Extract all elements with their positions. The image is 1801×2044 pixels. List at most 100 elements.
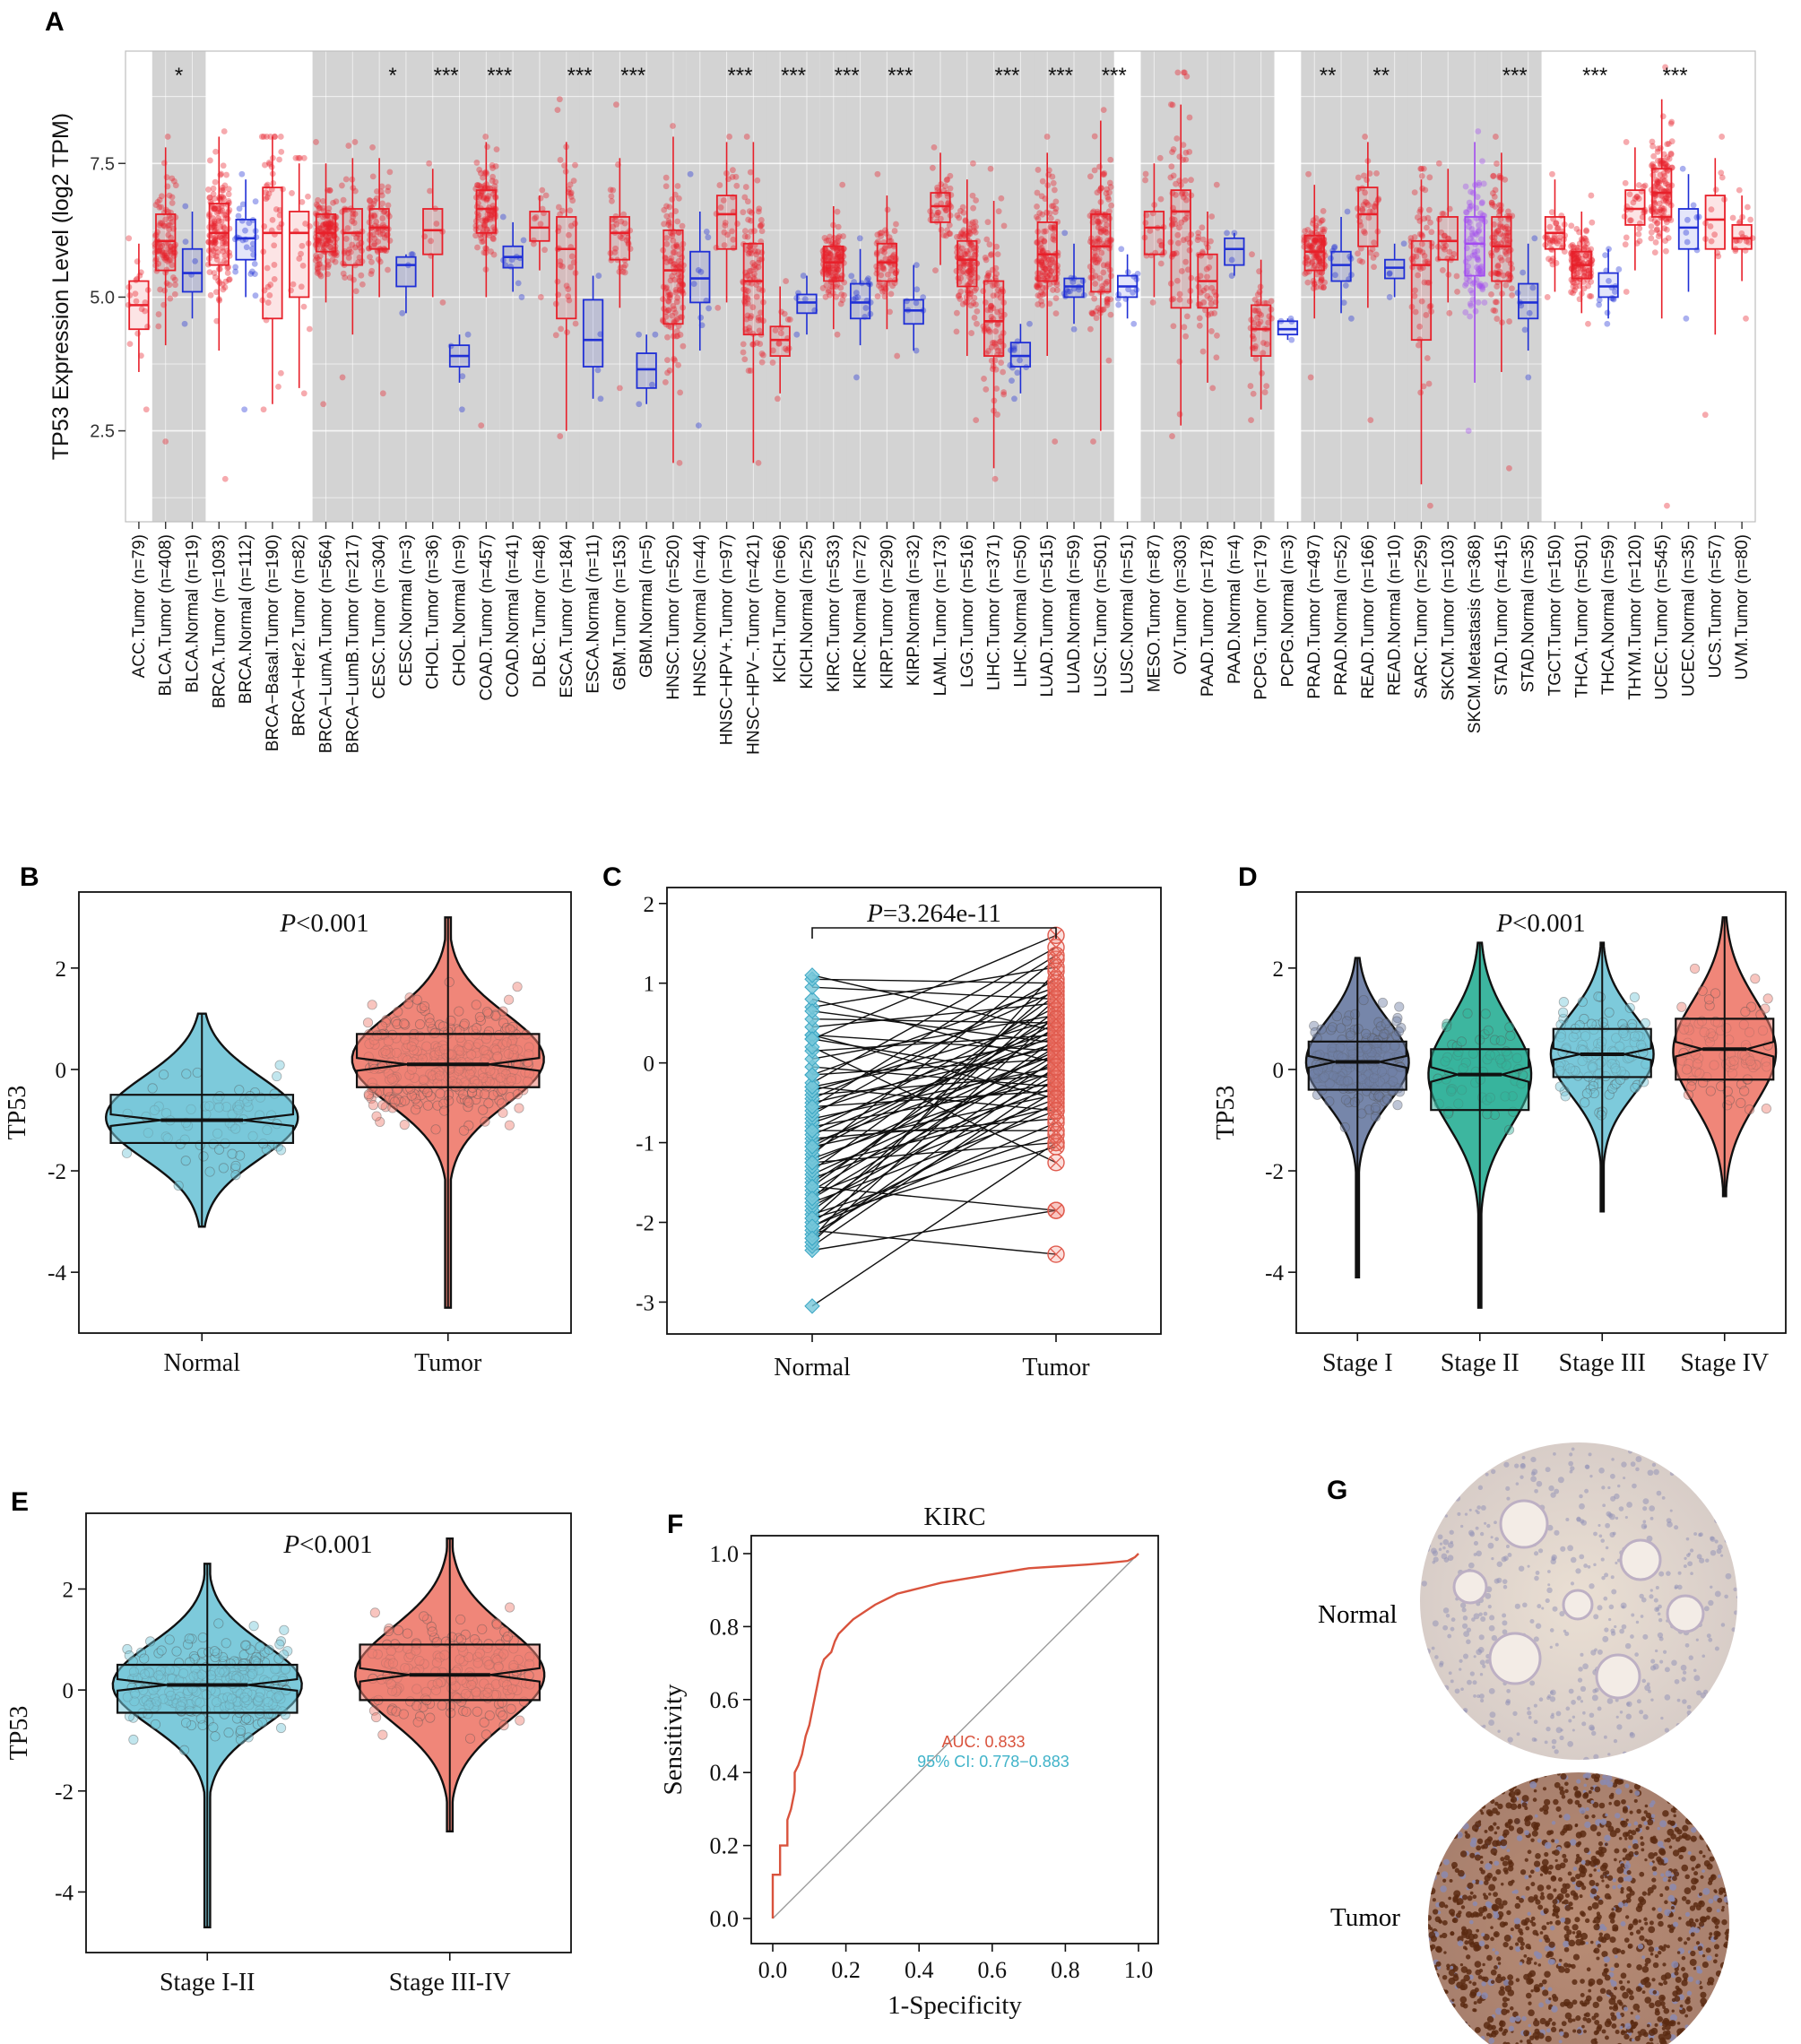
data-point xyxy=(454,1006,464,1017)
data-point xyxy=(221,195,227,202)
data-point xyxy=(1750,974,1761,984)
data-point xyxy=(328,220,335,227)
data-point xyxy=(204,1166,215,1177)
data-point xyxy=(1667,150,1675,157)
data-point xyxy=(608,193,615,200)
data-point xyxy=(800,273,807,279)
x-tick-label-a: KICH.Tumor (n=66) xyxy=(771,534,790,683)
y-tick-label-c: 0 xyxy=(644,1052,655,1077)
data-point xyxy=(746,208,753,215)
data-point xyxy=(1462,282,1468,289)
p-rest: <0.001 xyxy=(299,1530,373,1559)
data-point xyxy=(166,192,173,199)
data-point xyxy=(1393,1026,1405,1037)
data-point xyxy=(379,200,386,207)
data-point xyxy=(1261,389,1268,395)
data-point xyxy=(1648,162,1655,169)
data-point xyxy=(1208,328,1215,334)
data-point xyxy=(481,1007,493,1018)
box xyxy=(1624,189,1646,226)
data-point xyxy=(539,186,546,194)
data-point xyxy=(252,292,259,299)
x-tick-label-a: HNSC.Tumor (n=520) xyxy=(664,534,683,700)
data-point xyxy=(1394,1001,1405,1012)
data-point xyxy=(680,342,687,350)
box xyxy=(1410,239,1433,342)
data-point xyxy=(834,331,841,338)
data-point xyxy=(316,225,323,231)
data-point xyxy=(987,252,994,258)
data-point xyxy=(489,178,496,185)
data-point xyxy=(751,228,758,235)
p-value-annotation: P<0.001 xyxy=(282,1530,372,1559)
data-point xyxy=(1033,282,1040,290)
data-point xyxy=(212,273,219,281)
data-point xyxy=(224,270,231,276)
data-point xyxy=(1560,1091,1571,1102)
x-tick-label-a: CHOL.Normal (n=9) xyxy=(451,534,470,686)
box xyxy=(689,250,711,304)
data-point xyxy=(159,193,165,200)
box xyxy=(1330,250,1352,282)
box xyxy=(475,189,497,234)
data-point xyxy=(1173,135,1181,142)
data-point xyxy=(171,1646,182,1657)
data-point xyxy=(1622,241,1629,248)
data-point xyxy=(1701,411,1709,419)
significance-stars: ** xyxy=(1320,64,1337,88)
data-point xyxy=(1327,1022,1338,1033)
data-point xyxy=(1636,225,1643,232)
data-point xyxy=(222,232,229,239)
data-point xyxy=(1490,172,1497,179)
data-point xyxy=(1039,211,1046,218)
data-point xyxy=(182,238,189,246)
data-point xyxy=(1034,204,1040,210)
data-point xyxy=(1036,293,1043,299)
data-point xyxy=(1318,274,1325,281)
data-point xyxy=(320,222,326,229)
significance-stars: *** xyxy=(781,64,806,88)
data-point xyxy=(316,204,324,212)
data-point xyxy=(393,1006,403,1018)
significance-stars: *** xyxy=(620,64,645,88)
data-point xyxy=(212,195,218,203)
data-point xyxy=(169,194,176,201)
data-point xyxy=(357,235,363,242)
x-tick-label: Stage II xyxy=(1441,1349,1520,1377)
data-point xyxy=(1629,992,1641,1002)
data-point xyxy=(218,1163,229,1174)
x-tick-label-a: THYM.Tumor (n=120) xyxy=(1626,534,1645,700)
data-point xyxy=(317,273,325,280)
x-tick-label: Tumor xyxy=(414,1349,482,1377)
data-point xyxy=(166,256,173,264)
data-point xyxy=(317,225,325,232)
data-point xyxy=(326,224,333,231)
data-point xyxy=(327,237,334,244)
data-point xyxy=(326,238,333,246)
box xyxy=(742,242,765,336)
data-point xyxy=(1715,253,1722,260)
y-tick-label-a: 7.5 xyxy=(90,154,115,174)
data-point xyxy=(1439,210,1446,217)
box xyxy=(1464,216,1485,277)
data-point xyxy=(326,224,333,231)
data-point xyxy=(211,270,218,276)
data-point xyxy=(769,359,776,366)
data-point xyxy=(377,230,384,238)
data-point xyxy=(246,220,253,227)
data-point xyxy=(238,170,246,178)
data-point xyxy=(263,189,269,196)
x-tick-label-a: STAD.Tumor (n=415) xyxy=(1493,534,1511,696)
data-point xyxy=(1589,219,1596,226)
data-point xyxy=(351,244,359,251)
data-point xyxy=(217,223,224,230)
data-point xyxy=(430,1124,441,1135)
data-point xyxy=(1421,215,1428,222)
data-point xyxy=(180,1156,191,1166)
data-point xyxy=(730,167,736,174)
data-point xyxy=(387,1103,398,1113)
data-point xyxy=(662,378,669,385)
data-point xyxy=(1488,199,1495,206)
data-point xyxy=(1506,318,1512,325)
data-point xyxy=(888,290,895,298)
